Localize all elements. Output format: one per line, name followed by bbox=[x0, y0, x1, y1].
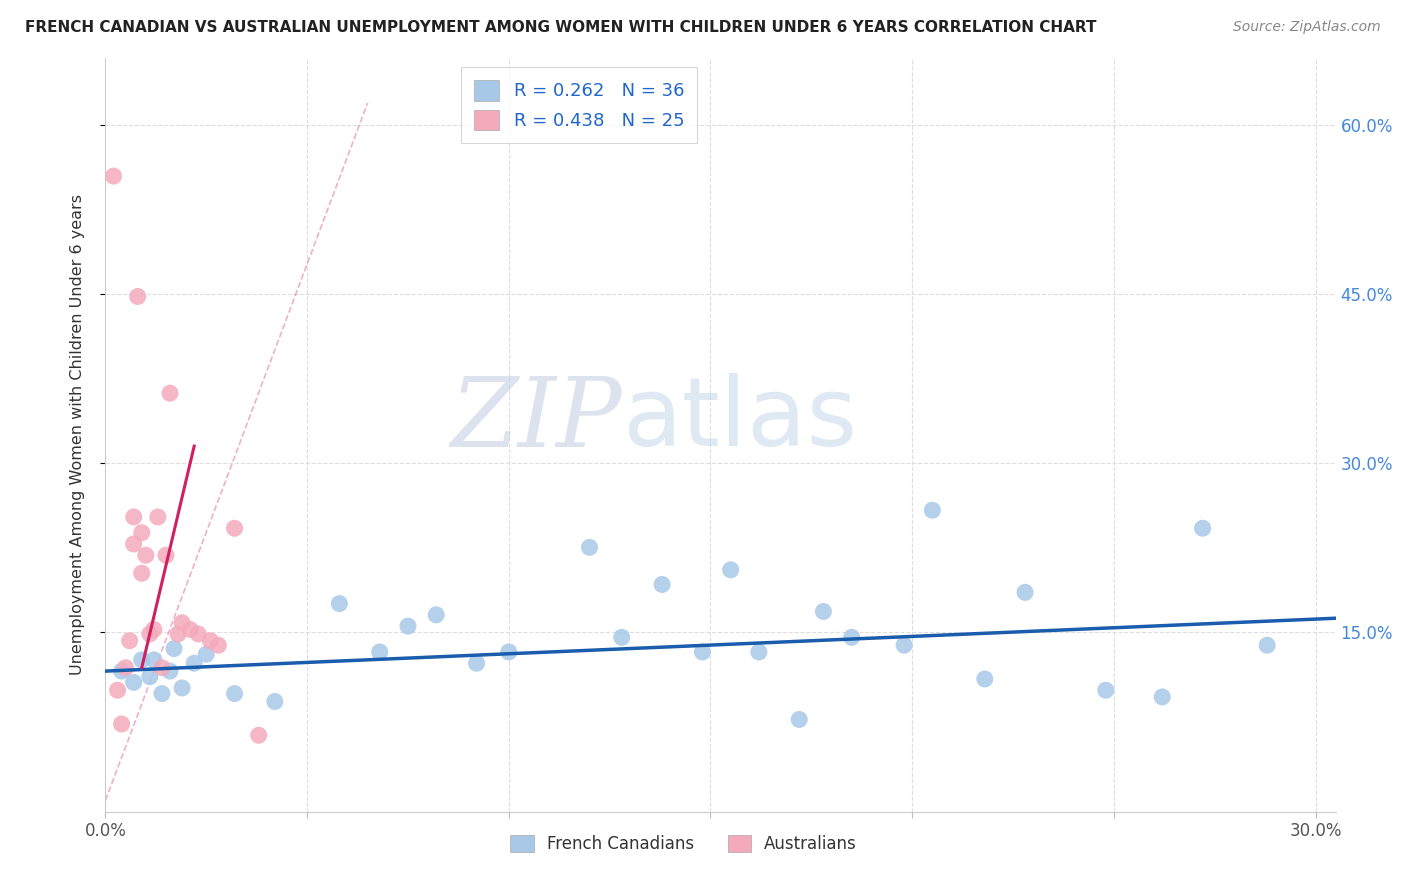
Point bbox=[610, 631, 633, 645]
Point bbox=[139, 627, 162, 641]
Point bbox=[368, 645, 391, 659]
Point bbox=[651, 577, 673, 591]
Point bbox=[103, 169, 125, 183]
Point bbox=[224, 687, 246, 701]
Point bbox=[200, 633, 222, 648]
Point bbox=[172, 615, 194, 630]
Point bbox=[118, 633, 141, 648]
Point bbox=[142, 623, 165, 637]
Point bbox=[146, 510, 169, 524]
Point bbox=[787, 713, 810, 727]
Point bbox=[498, 645, 520, 659]
Point bbox=[748, 645, 770, 659]
Point bbox=[150, 661, 173, 675]
Point bbox=[114, 661, 136, 675]
Point bbox=[1256, 638, 1278, 652]
Point bbox=[224, 521, 246, 535]
Point bbox=[247, 728, 270, 742]
Point bbox=[159, 664, 181, 678]
Point bbox=[110, 717, 132, 731]
Point bbox=[1191, 521, 1213, 535]
Y-axis label: Unemployment Among Women with Children Under 6 years: Unemployment Among Women with Children U… bbox=[70, 194, 84, 675]
Point bbox=[720, 563, 742, 577]
Point bbox=[110, 664, 132, 678]
Point bbox=[921, 503, 943, 517]
Point bbox=[973, 672, 995, 686]
Point bbox=[163, 641, 186, 656]
Point bbox=[131, 653, 153, 667]
Point bbox=[159, 386, 181, 401]
Point bbox=[465, 657, 488, 671]
Point bbox=[131, 566, 153, 581]
Point bbox=[150, 687, 173, 701]
Point bbox=[122, 675, 145, 690]
Point bbox=[1014, 585, 1036, 599]
Point bbox=[179, 623, 201, 637]
Point bbox=[328, 597, 350, 611]
Point bbox=[692, 645, 714, 659]
Point bbox=[183, 657, 205, 671]
Text: ZIP: ZIP bbox=[451, 373, 621, 467]
Point bbox=[122, 537, 145, 551]
Point bbox=[263, 694, 285, 708]
Legend: French Canadians, Australians: French Canadians, Australians bbox=[503, 829, 863, 860]
Point bbox=[207, 638, 229, 652]
Point bbox=[425, 607, 447, 622]
Text: atlas: atlas bbox=[621, 373, 858, 467]
Point bbox=[127, 289, 149, 303]
Point bbox=[578, 541, 600, 555]
Point bbox=[155, 548, 177, 562]
Point bbox=[841, 631, 863, 645]
Point bbox=[131, 525, 153, 540]
Point bbox=[122, 510, 145, 524]
Point bbox=[1152, 690, 1174, 704]
Point bbox=[139, 670, 162, 684]
Point bbox=[1094, 683, 1116, 698]
Point bbox=[195, 647, 218, 661]
Point bbox=[893, 638, 915, 652]
Point bbox=[172, 681, 194, 695]
Point bbox=[396, 619, 419, 633]
Point bbox=[135, 548, 157, 562]
Text: Source: ZipAtlas.com: Source: ZipAtlas.com bbox=[1233, 20, 1381, 34]
Point bbox=[187, 627, 209, 641]
Point bbox=[813, 605, 835, 619]
Text: FRENCH CANADIAN VS AUSTRALIAN UNEMPLOYMENT AMONG WOMEN WITH CHILDREN UNDER 6 YEA: FRENCH CANADIAN VS AUSTRALIAN UNEMPLOYME… bbox=[25, 20, 1097, 35]
Point bbox=[142, 653, 165, 667]
Point bbox=[107, 683, 129, 698]
Point bbox=[167, 627, 190, 641]
